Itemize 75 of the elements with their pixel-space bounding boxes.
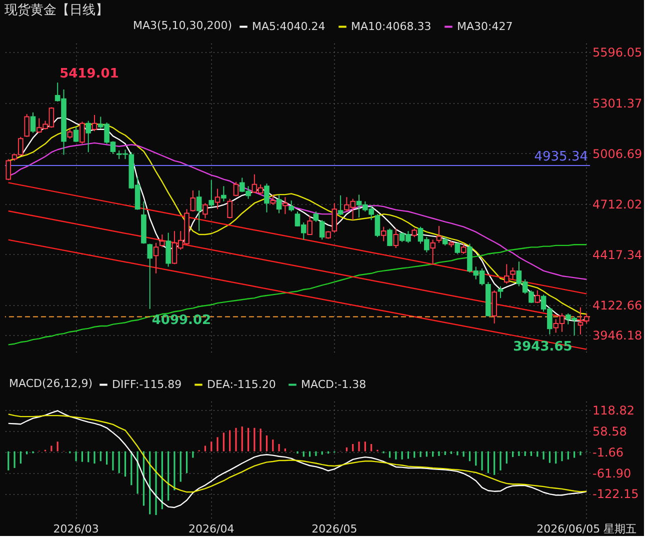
legend-title: MACD(26,12,9) — [9, 377, 93, 390]
candlestick — [270, 194, 276, 206]
y-tick-label: 5006.69 — [592, 146, 642, 161]
candlestick — [67, 128, 73, 140]
candlestick — [147, 243, 153, 310]
candlestick — [73, 126, 79, 143]
candlestick — [208, 180, 214, 208]
candlestick — [332, 202, 338, 234]
candlestick — [160, 234, 165, 248]
x-tick-label: 2026/06/05 星期五 — [536, 522, 637, 536]
candlestick — [233, 181, 239, 197]
x-tick-label: 2026/04 — [188, 522, 234, 536]
candlestick — [498, 286, 504, 299]
candlestick — [80, 121, 85, 144]
candlestick — [319, 220, 325, 240]
annotation: 4099.02 — [152, 312, 212, 328]
x-tick-label: 2026/05 — [312, 522, 358, 536]
candlestick — [460, 243, 466, 254]
candlestick — [374, 214, 380, 238]
candlestick — [86, 120, 92, 153]
candlestick — [288, 200, 294, 212]
candlestick — [436, 225, 442, 244]
legend-label: DIFF:-115.89 — [112, 378, 182, 391]
y-tick-label: 5596.05 — [592, 46, 642, 60]
y-tick-label: -1.66 — [592, 445, 624, 460]
y-tick-label: -61.90 — [592, 466, 632, 480]
y-tick-label: 58.58 — [592, 424, 627, 438]
candlestick — [510, 267, 516, 280]
candlestick — [393, 228, 399, 249]
candlestick — [504, 264, 510, 284]
candlestick — [578, 306, 584, 335]
legend-label: MA5:4040.24 — [252, 20, 326, 33]
candlestick — [190, 190, 196, 212]
candlestick — [282, 196, 288, 215]
candlestick — [307, 215, 312, 236]
x-tick-label: 2026/03 — [53, 522, 99, 536]
candlestick — [264, 183, 270, 213]
candlestick — [92, 114, 98, 132]
y-tick-label: 3946.18 — [592, 328, 642, 343]
candlestick — [380, 226, 386, 242]
legend-label: MA30:427 — [457, 20, 513, 33]
candlestick — [30, 112, 36, 134]
candlestick — [387, 228, 392, 247]
candlestick — [338, 194, 344, 216]
annotation: 5419.01 — [60, 66, 119, 82]
legend-label: MA10:4068.33 — [351, 20, 432, 33]
candlestick — [196, 190, 202, 232]
y-tick-label: -122.15 — [592, 487, 639, 502]
candlestick — [313, 211, 319, 222]
candlestick — [153, 242, 159, 274]
candlestick — [534, 290, 540, 304]
line-series — [8, 414, 588, 493]
candlestick — [584, 312, 590, 324]
annotation: 3943.65 — [513, 340, 572, 355]
candlestick — [24, 114, 30, 138]
chart-title: 现货黄金【日线】 — [4, 3, 108, 18]
y-tick-label: 4712.02 — [592, 197, 642, 212]
legend-title: MA3(5,10,30,200) — [133, 19, 232, 32]
candlestick — [214, 188, 220, 210]
ref-line-label: 4935.34 — [534, 150, 588, 165]
y-tick-label: 118.82 — [592, 404, 634, 418]
candlestick — [221, 186, 226, 202]
legend-label: MACD:-1.38 — [301, 378, 366, 391]
y-tick-label: 4122.66 — [592, 298, 642, 312]
candlestick — [430, 239, 436, 265]
y-tick-label: 5301.37 — [592, 96, 642, 110]
candlestick — [166, 232, 171, 268]
legend-label: DEA:-115.20 — [207, 378, 276, 391]
candlestick — [276, 194, 282, 214]
candlestick — [202, 202, 208, 219]
y-tick-label: 4417.34 — [592, 248, 642, 262]
candlestick — [492, 290, 497, 324]
line-series — [8, 410, 588, 508]
candlestick — [227, 198, 232, 219]
candlestick — [6, 158, 12, 181]
